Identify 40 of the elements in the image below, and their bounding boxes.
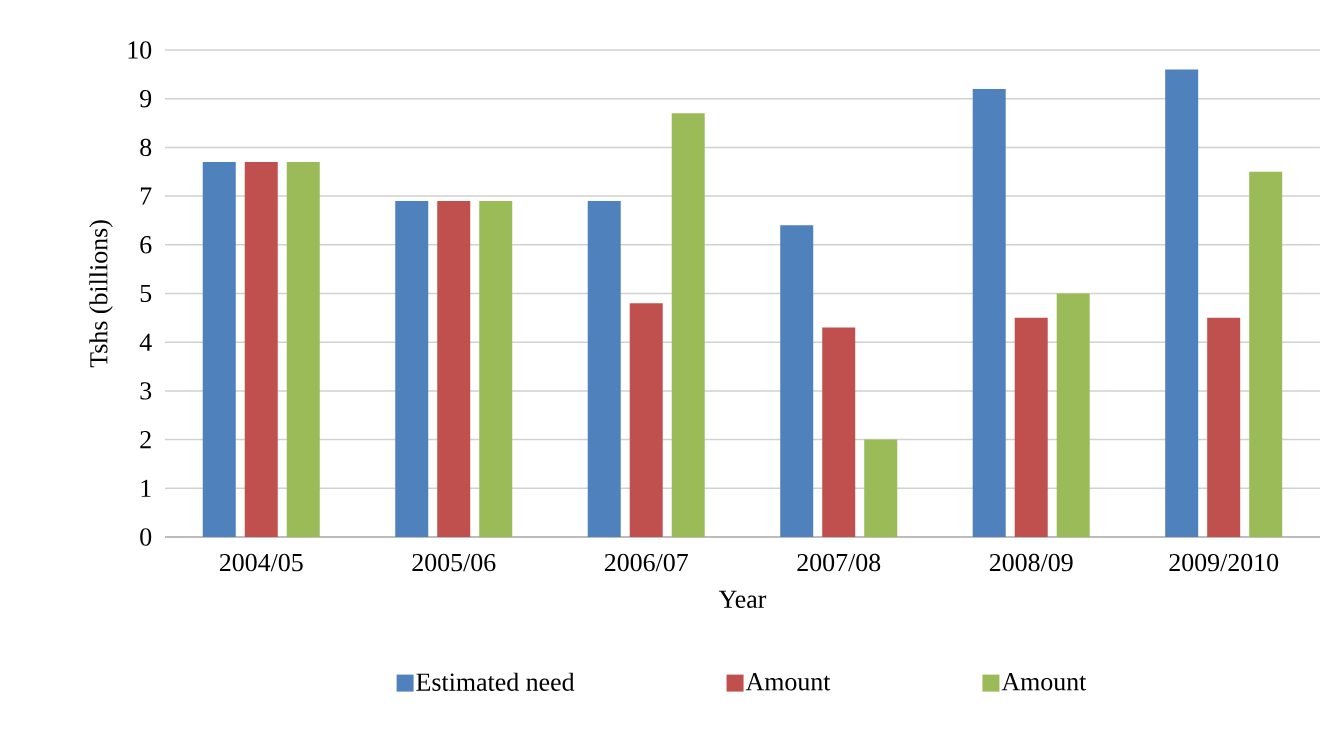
y-tick-label: 6 (140, 236, 152, 254)
bar (479, 200, 513, 537)
y-tick-label: 10 (128, 41, 152, 59)
y-tick-label: 5 (140, 284, 152, 303)
bar (587, 200, 621, 537)
legend-label: Amount (745, 673, 831, 691)
x-axis-title: Year (718, 590, 767, 608)
y-axis-title: Tshs (billions) (89, 220, 113, 368)
bar (1165, 69, 1199, 537)
bar (1056, 293, 1090, 537)
bar (671, 113, 705, 537)
legend-label: Estimated need (416, 672, 575, 691)
bar (780, 225, 814, 537)
bar (1207, 317, 1241, 537)
bar (629, 303, 663, 537)
bar (244, 162, 278, 537)
x-tick-label: 2007/08 (797, 553, 881, 572)
y-tick-label: 4 (139, 333, 152, 351)
y-tick-label: 9 (140, 89, 152, 108)
legend-label: Amount (1001, 673, 1087, 691)
x-tick-label: 2006/07 (604, 553, 688, 572)
x-tick-label: 2009/2010 (1169, 553, 1279, 572)
x-tick-label: 2004/05 (219, 553, 303, 572)
bar (972, 88, 1006, 537)
x-tick-label: 2005/06 (412, 553, 496, 572)
bar (822, 327, 856, 537)
bar (1014, 317, 1048, 537)
bar (1249, 171, 1283, 537)
y-tick-label: 7 (140, 187, 152, 205)
y-tick-label: 8 (140, 138, 152, 157)
x-tick-label: 2008/09 (989, 553, 1073, 572)
bar (864, 439, 898, 537)
bar (437, 200, 471, 537)
bar (395, 200, 429, 537)
bar (286, 162, 320, 537)
bar (202, 162, 236, 537)
y-tick-label: 3 (140, 382, 152, 400)
y-tick-label: 2 (140, 431, 151, 449)
y-tick-label: 1 (141, 479, 151, 497)
y-tick-label: 0 (140, 528, 152, 546)
